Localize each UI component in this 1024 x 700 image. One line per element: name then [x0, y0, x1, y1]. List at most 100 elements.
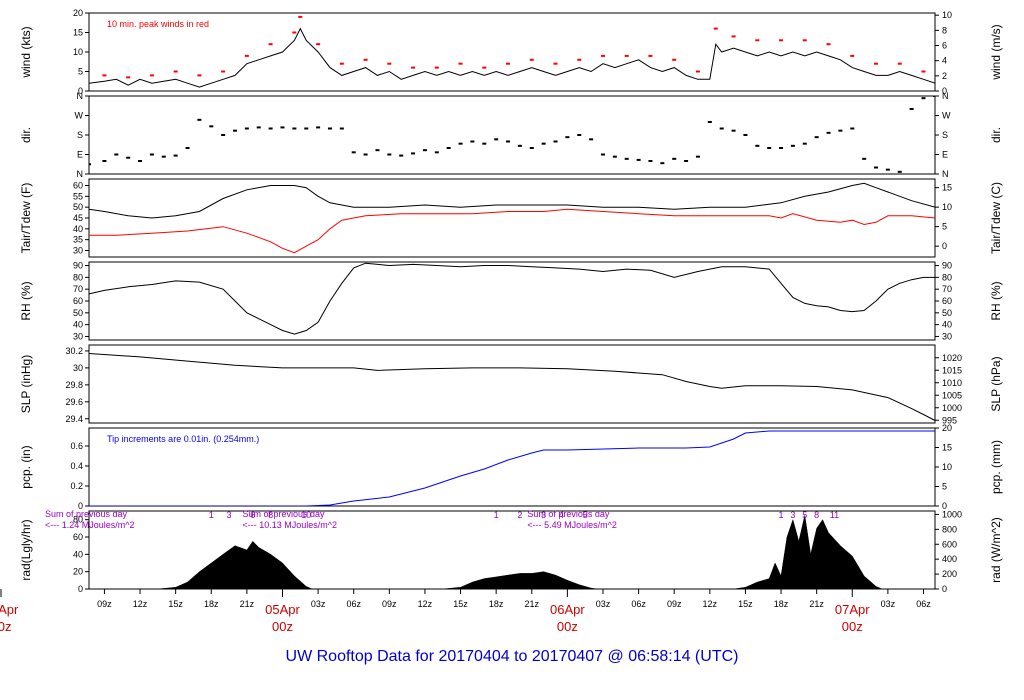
xtick-label: 21z: [809, 599, 824, 609]
series-dir-0-point: [434, 151, 439, 154]
series-wind-0-line: [89, 27, 935, 88]
rad-marker: 4: [559, 510, 564, 520]
series-wind-1-point: [695, 70, 700, 73]
ytick-label-right-slp: 995: [942, 415, 957, 425]
ylabel-right-pcp: pcp. (mm): [989, 440, 1003, 494]
rad-note-title: Sum of previous day: [45, 509, 128, 519]
series-dir-0-point: [458, 142, 463, 145]
xtick-label: 06z: [631, 599, 646, 609]
series-dir-0-point: [304, 127, 309, 130]
series-wind-1-point: [363, 58, 368, 61]
ytick-label-left-wind: 10: [73, 47, 83, 57]
day-label-time: 00z: [0, 619, 11, 634]
day-label-time: 00z: [842, 619, 863, 634]
ytick-label-left-slp: 29.8: [65, 380, 83, 390]
rad-marker: 8: [268, 510, 273, 520]
plot-area-pcp: [89, 430, 935, 506]
series-wind-1-point: [173, 70, 178, 73]
ylabel-left-rh: RH (%): [19, 281, 33, 320]
series-wind-1-point: [482, 66, 487, 69]
ytick-label-left-temp: 55: [73, 191, 83, 201]
ytick-label-left-slp: 30: [73, 363, 83, 373]
ytick-label-left-temp: 45: [73, 213, 83, 223]
series-dir-0-point: [221, 134, 226, 136]
series-dir-0-point: [209, 125, 214, 128]
series-dir-0-point: [280, 126, 285, 129]
ytick-label-right-dir: N: [942, 169, 949, 179]
ytick-label-left-temp: 50: [73, 202, 83, 212]
series-dir-0-point: [363, 153, 368, 156]
series-dir-0-point: [695, 155, 700, 158]
rad-marker: 8: [814, 510, 819, 520]
ytick-label-left-pcp: 0.6: [70, 441, 83, 451]
ytick-label-right-dir: N: [942, 91, 949, 101]
series-dir-0-point: [541, 142, 546, 145]
series-slp-0-line: [89, 353, 935, 421]
series-wind-1-point: [802, 39, 807, 42]
series-dir-0-point: [779, 147, 784, 149]
series-wind-1-point: [292, 31, 297, 34]
series-dir-0-point: [790, 144, 795, 147]
series-dir-0-point: [707, 121, 712, 123]
ytick-label-left-rad: 40: [73, 549, 83, 559]
series-dir-0-point: [256, 126, 261, 129]
series-dir-0-point: [233, 129, 238, 132]
ytick-label-right-temp: 10: [942, 202, 952, 212]
ylabel-right-rad: rad (W/m^2): [989, 517, 1003, 583]
series-wind-1-point: [339, 62, 344, 65]
series-dir-0-point: [506, 140, 511, 143]
rad-marker: 10: [301, 510, 311, 520]
ytick-label-left-dir: N: [77, 169, 84, 179]
series-wind-1-point: [434, 66, 439, 69]
series-dir-0-point: [612, 155, 617, 158]
rad-note-value: <--- 5.49 MJoules/m^2: [527, 520, 617, 530]
ytick-label-right-rh: 40: [942, 320, 952, 330]
panel-frame-dir: [88, 95, 936, 175]
ytick-label-right-rad: 600: [942, 539, 957, 549]
series-dir-0-point: [316, 126, 321, 129]
rad-marker: 5: [802, 510, 807, 520]
ytick-label-right-temp: 15: [942, 183, 952, 193]
series-wind-1-point: [648, 54, 653, 57]
series-dir-0-point: [149, 153, 154, 156]
plot-area-temp: [89, 182, 935, 254]
xtick-label: 09z: [667, 599, 682, 609]
ytick-label-right-rad: 200: [942, 569, 957, 579]
series-wind-1-point: [316, 43, 321, 46]
xtick-label: 03z: [881, 599, 896, 609]
series-dir-0-point: [909, 108, 914, 110]
ytick-label-left-wind: 20: [73, 8, 83, 18]
ytick-label-right-rad: 0: [942, 584, 947, 594]
panel-frame-wind: [88, 12, 936, 92]
ytick-label-right-pcp: 5: [942, 482, 947, 492]
series-dir-0-point: [161, 155, 166, 158]
ytick-label-right-rad: 800: [942, 524, 957, 534]
ytick-label-right-temp: 0: [942, 241, 947, 251]
series-dir-0-point: [339, 127, 344, 130]
series-wind-1-point: [102, 74, 107, 77]
rad-marker: 6: [250, 510, 255, 520]
rad-marker: 3: [790, 510, 795, 520]
xtick-label: 21z: [525, 599, 540, 609]
rad-note-title: Sum of previous day: [242, 509, 325, 519]
series-wind-1-point: [529, 58, 534, 61]
day-label-time: 00z: [272, 619, 293, 634]
series-dir-0-point: [292, 127, 297, 130]
series-wind-1-point: [298, 15, 303, 18]
xtick-label: 03z: [596, 599, 611, 609]
xtick-label: 06z: [346, 599, 361, 609]
series-dir-0-point: [446, 147, 451, 149]
series-wind-1-point: [126, 76, 131, 79]
series-dir-0-point: [802, 142, 807, 145]
plot-area-rad: [157, 515, 883, 589]
series-wind-1-point: [921, 70, 926, 73]
series-temp-Tdew-line: [89, 208, 935, 254]
ytick-label-right-rh: 90: [942, 261, 952, 271]
ytick-label-right-rad: 1000: [942, 509, 962, 519]
ytick-label-right-pcp: 0: [942, 501, 947, 511]
series-dir-0-point: [114, 153, 119, 156]
series-dir-0-point: [89, 163, 91, 166]
ytick-label-right-rh: 60: [942, 296, 952, 306]
ytick-label-left-dir: S: [77, 130, 83, 140]
ytick-label-left-slp: 29.4: [65, 414, 83, 424]
